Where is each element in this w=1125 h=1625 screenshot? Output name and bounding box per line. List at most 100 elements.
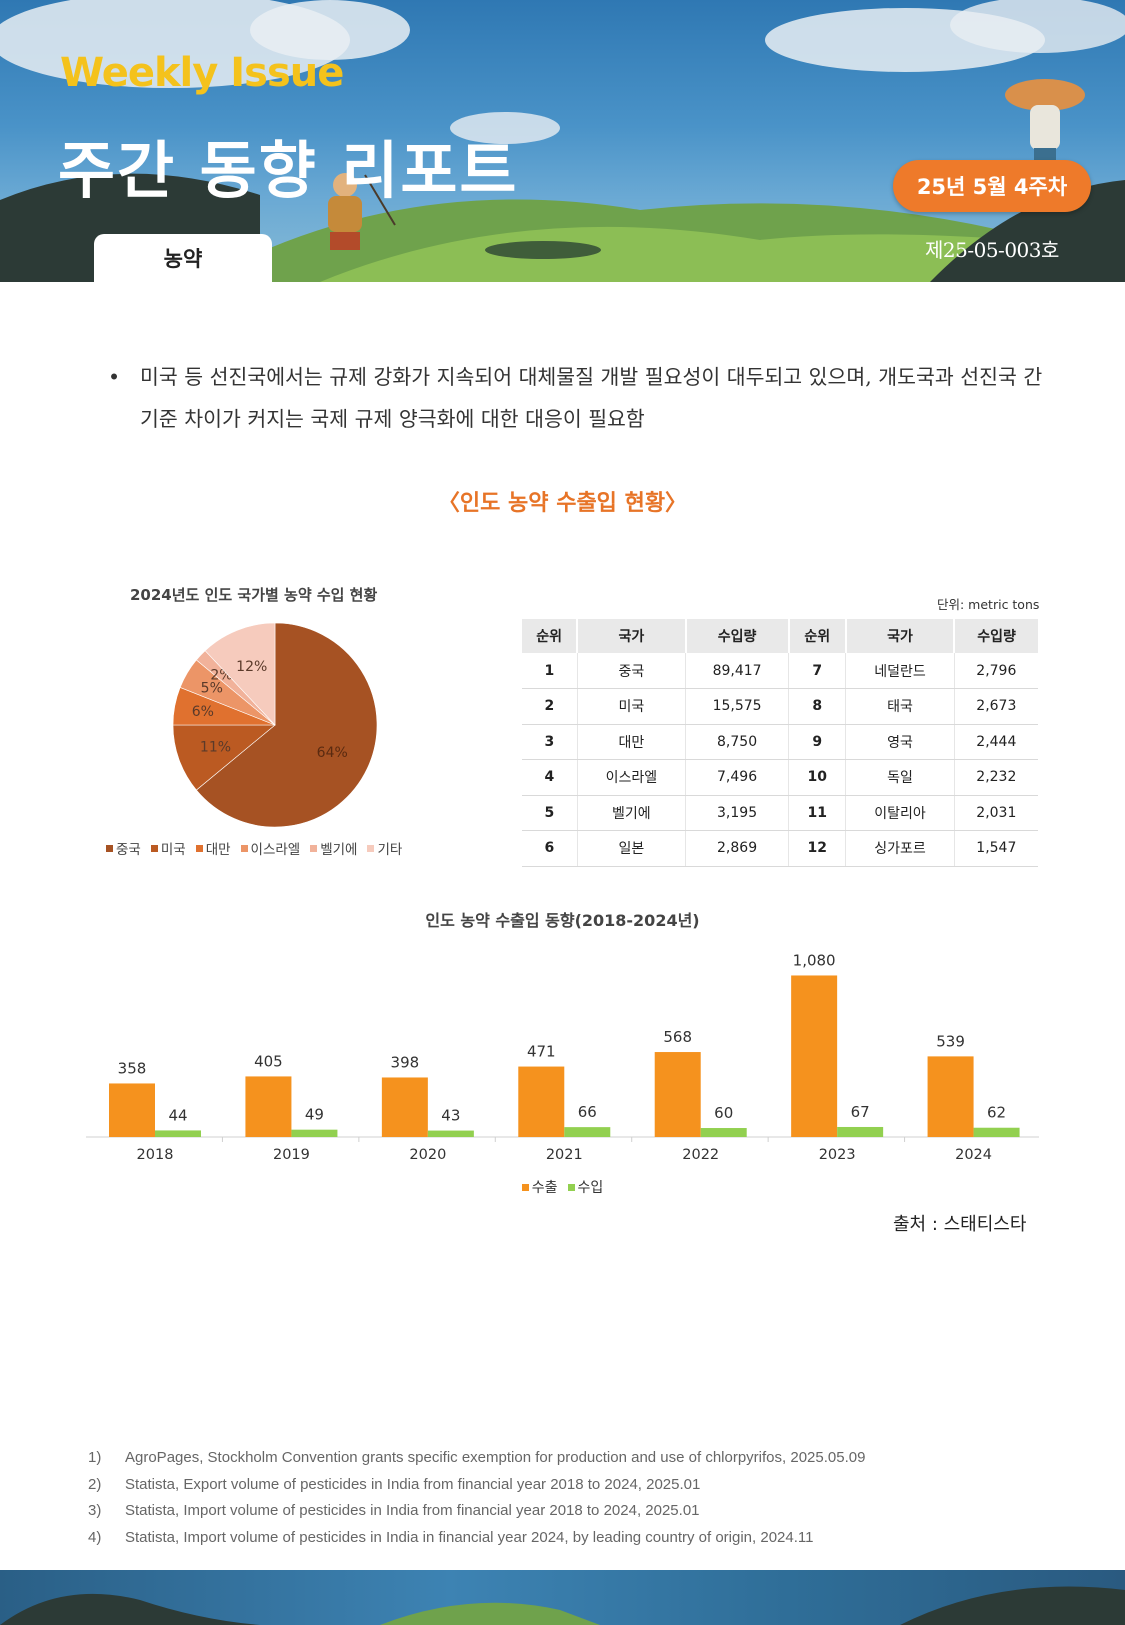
table-row: 1 중국 89,417 7 네덜란드 2,796 <box>522 653 1038 689</box>
table-cell: 11 <box>788 795 847 831</box>
table-cell: 1,547 <box>954 830 1038 867</box>
x-tick-label: 2022 <box>682 1147 719 1163</box>
bar-data-label: 43 <box>441 1107 460 1125</box>
bar-data-label: 358 <box>118 1059 147 1077</box>
import-ranking-table: 순위 국가 수입량 순위 국가 수입량 1 중국 89,417 7 네덜란드 2,796 2 미국 15,… <box>522 619 1038 867</box>
section-title: 〈인도 농약 수출입 현황〉 <box>437 491 688 516</box>
bar-export <box>245 1076 292 1137</box>
x-tick-label: 2021 <box>546 1147 583 1163</box>
bottom-decoration <box>0 1570 1125 1625</box>
legend-item: 수출 <box>521 1177 558 1197</box>
legend-label: 기타 <box>377 842 403 858</box>
pie-slice <box>172 724 276 791</box>
legend-item: 벨기에 <box>310 838 357 858</box>
table-cell: 대만 <box>577 724 687 760</box>
bar-data-label: 49 <box>305 1106 324 1124</box>
table-cell: 3 <box>522 724 578 760</box>
legend-swatch <box>195 844 203 852</box>
legend-item: 이스라엘 <box>240 838 300 858</box>
table-cell: 2,673 <box>954 688 1038 725</box>
pie-slice <box>204 622 276 726</box>
table-header-cell: 수입량 <box>685 619 790 653</box>
legend-swatch <box>310 844 318 852</box>
summary-bullet: • 미국 등 선진국에서는 규제 강화가 지속되어 대체물질 개발 필요성이 대… <box>108 356 1058 440</box>
table-cell: 태국 <box>845 688 955 725</box>
pie-data-label: 12% <box>236 659 267 675</box>
footnote-number: 2) <box>88 1475 102 1493</box>
legend-item: 대만 <box>195 838 231 858</box>
table-cell: 영국 <box>845 724 955 760</box>
pie-chart-title: 2024년도 인도 국가별 농약 수입 현황 <box>130 586 378 604</box>
bar-data-label: 66 <box>578 1103 597 1121</box>
bar-data-label: 67 <box>851 1103 870 1121</box>
x-tick-label: 2024 <box>955 1147 992 1163</box>
table-cell: 독일 <box>845 759 955 796</box>
bar-data-label: 60 <box>714 1104 733 1122</box>
table-cell: 네덜란드 <box>845 653 955 689</box>
table-row: 6 일본 2,869 12 싱가포르 1,547 <box>522 830 1038 867</box>
pie-legend: 중국 미국 대만 이스라엘 벨기에 기타 <box>106 838 402 858</box>
table-cell: 싱가포르 <box>845 830 955 867</box>
legend-label: 중국 <box>116 842 141 858</box>
bar-export <box>927 1056 974 1137</box>
bar-data-label: 539 <box>936 1032 965 1050</box>
table-row: 4 이스라엘 7,496 10 독일 2,232 <box>522 759 1038 796</box>
table-cell: 7 <box>788 653 847 689</box>
category-tab: 농약 <box>94 234 272 282</box>
table-unit: 단위: metric tons <box>937 597 1040 612</box>
legend-swatch <box>150 844 158 852</box>
bar-import <box>155 1130 201 1137</box>
bar-export <box>381 1077 428 1137</box>
bar-import <box>427 1130 474 1137</box>
bar-chart-title: 인도 농약 수출입 동향(2018-2024년) <box>425 911 700 930</box>
bar-data-label: 405 <box>254 1052 283 1070</box>
table-header-cell: 순위 <box>522 619 579 653</box>
bar-data-label: 1,080 <box>793 951 836 969</box>
issue-week-badge: 25년 5월 4주차 <box>893 160 1091 212</box>
table-header-cell: 수입량 <box>954 619 1038 653</box>
issue-number: 제25-05-003호 <box>925 238 1059 262</box>
table-cell: 10 <box>788 759 847 796</box>
legend-label: 대만 <box>205 842 231 858</box>
footnote-item: 4) Statista, Import volume of pesticides … <box>88 1525 865 1552</box>
table-cell: 5 <box>522 795 578 831</box>
weekly-issue-label: Weekly Issue <box>60 50 344 96</box>
table-cell: 9 <box>788 724 847 760</box>
pie-data-label: 6% <box>192 704 214 720</box>
table-row: 3 대만 8,750 9 영국 2,444 <box>522 724 1038 760</box>
footnote-item: 1) AgroPages, Stockholm Convention grants… <box>88 1445 865 1472</box>
legend-item: 미국 <box>150 838 186 858</box>
table-cell: 15,575 <box>685 688 790 725</box>
x-tick-label: 2023 <box>819 1147 856 1163</box>
footnote-number: 4) <box>88 1528 102 1546</box>
summary-text: 미국 등 선진국에서는 규제 강화가 지속되어 대체물질 개발 필요성이 대두되… <box>140 365 1043 431</box>
bar-export <box>109 1083 155 1137</box>
legend-label: 벨기에 <box>320 842 358 858</box>
bar-data-label: 398 <box>391 1053 420 1071</box>
table-cell: 일본 <box>577 830 687 867</box>
table-cell: 2,796 <box>954 653 1038 689</box>
bar-data-label: 44 <box>168 1106 187 1124</box>
x-tick-label: 2020 <box>409 1147 446 1163</box>
x-tick-label: 2018 <box>137 1147 174 1163</box>
table-row: 5 벨기에 3,195 11 이탈리아 2,031 <box>522 795 1038 831</box>
table-cell: 2 <box>522 688 578 725</box>
footnote-text: Statista, Import volume of pesticides in… <box>125 1528 814 1546</box>
legend-swatch <box>521 1183 529 1191</box>
bar-import <box>564 1127 611 1137</box>
footnote-number: 1) <box>88 1449 102 1466</box>
legend-swatch <box>240 844 248 852</box>
table-header-cell: 순위 <box>788 619 847 653</box>
bar-chart: 358 44 2018 405 49 2019 398 43 2020 471 66 2021 568 6… <box>80 925 1050 1179</box>
bar-export <box>791 975 838 1137</box>
table-cell: 2,031 <box>954 795 1038 831</box>
footnotes: 1) AgroPages, Stockholm Convention grants… <box>88 1445 865 1551</box>
footnote-item: 2) Statista, Export volume of pesticides … <box>88 1472 865 1499</box>
pie-slice <box>195 622 378 828</box>
table-row: 2 미국 15,575 8 태국 2,673 <box>522 688 1038 725</box>
legend-item: 중국 <box>106 838 141 858</box>
table-cell: 중국 <box>577 653 687 689</box>
bar-data-label: 568 <box>663 1028 692 1046</box>
bar-import <box>700 1128 747 1137</box>
table-cell: 이스라엘 <box>577 759 687 796</box>
